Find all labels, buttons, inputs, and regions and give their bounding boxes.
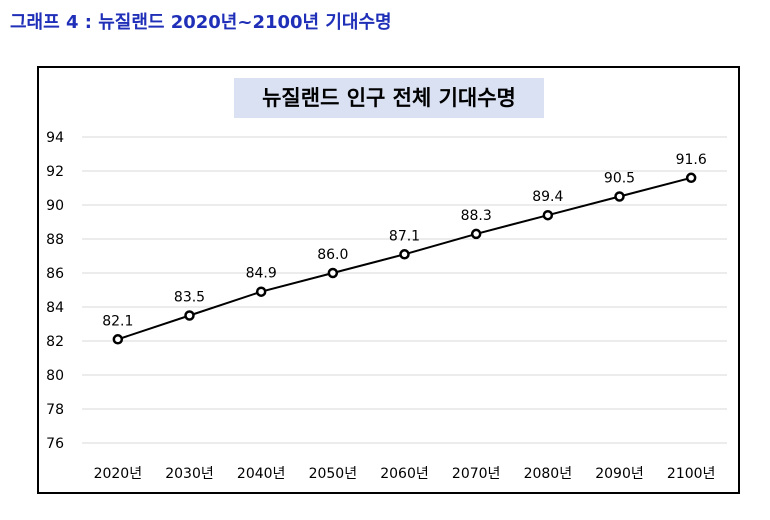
data-label: 86.0 [317, 247, 348, 263]
data-point [685, 172, 697, 184]
data-label: 89.4 [532, 189, 563, 205]
y-tick-label: 84 [46, 300, 64, 316]
data-label: 88.3 [461, 208, 492, 224]
data-label: 91.6 [676, 152, 707, 168]
data-point [399, 249, 410, 260]
x-tick-label: 2020년 [94, 466, 143, 482]
data-point [112, 334, 124, 345]
y-tick-label: 88 [46, 232, 64, 248]
x-axis-tick-labels: 2020년 2030년 2040년 2050년 2060년 2070년 2080년 2090년… [94, 466, 716, 482]
figure-caption: 그래프 4 : 뉴질랜드 2020년~2100년 기대수명 [10, 12, 392, 33]
x-tick-label: 2030년 [165, 466, 214, 482]
y-tick-label: 86 [46, 266, 64, 282]
data-label: 82.1 [102, 313, 133, 329]
x-tick-label: 2050년 [309, 466, 358, 482]
y-tick-label: 78 [46, 402, 64, 418]
x-tick-label: 2060년 [380, 466, 429, 482]
y-axis-tick-labels: 76 78 80 82 84 86 88 90 92 94 [46, 130, 64, 452]
x-tick-label: 2040년 [237, 466, 286, 482]
y-tick-label: 80 [46, 368, 64, 384]
data-points [112, 172, 697, 345]
x-tick-label: 2070년 [452, 466, 501, 482]
x-tick-label: 2080년 [524, 466, 573, 482]
y-tick-label: 92 [46, 164, 64, 180]
data-label: 84.9 [246, 266, 277, 282]
data-label: 90.5 [604, 171, 635, 187]
y-tick-label: 90 [46, 198, 64, 214]
x-tick-label: 2100년 [667, 466, 716, 482]
chart-title: 뉴질랜드 인구 전체 기대수명 [262, 86, 516, 110]
data-point [542, 209, 554, 221]
data-point [184, 310, 195, 321]
data-point [255, 286, 267, 297]
chart-title-background [234, 78, 544, 118]
y-tick-label: 82 [46, 334, 64, 350]
data-point [470, 228, 482, 240]
y-tick-label: 76 [46, 436, 64, 452]
y-tick-label: 94 [46, 130, 64, 146]
data-labels: 82.1 83.5 84.9 86.0 87.1 88.3 89.4 90.5 91.6 [102, 152, 707, 329]
gridlines [82, 136, 727, 444]
data-point [614, 191, 625, 202]
data-label: 87.1 [389, 228, 420, 244]
data-point [327, 267, 339, 279]
x-tick-label: 2090년 [595, 466, 644, 482]
data-label: 83.5 [174, 290, 205, 306]
